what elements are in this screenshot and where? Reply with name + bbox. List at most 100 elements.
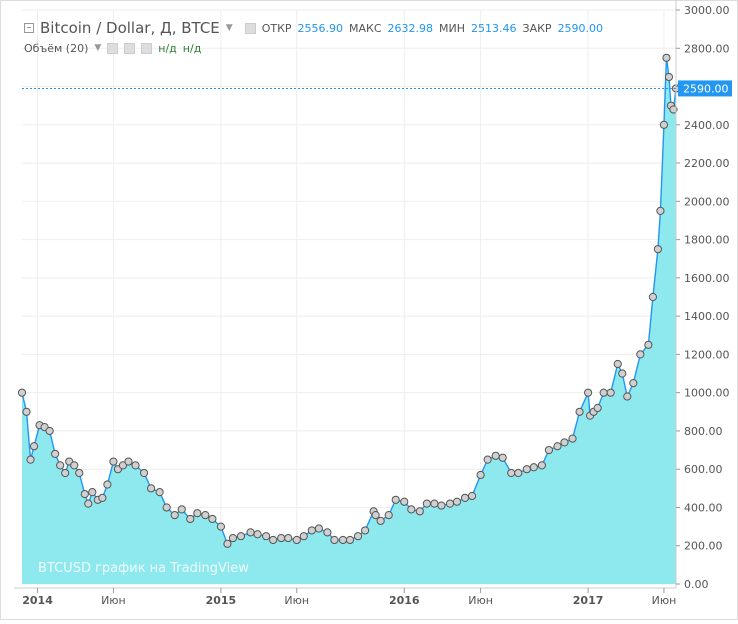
y-tick-label: 3000.00	[684, 4, 730, 17]
low-label: МИН	[439, 21, 466, 35]
x-tick-label: Июн	[468, 594, 493, 607]
last-price-line: 2590.00	[22, 80, 732, 97]
data-point	[208, 514, 217, 524]
low-value: 2513.46	[471, 21, 517, 35]
x-tick-label: 2015	[206, 594, 237, 607]
data-point	[613, 359, 622, 369]
y-tick-label: 1200.00	[684, 348, 730, 361]
close-value: 2590.00	[557, 21, 604, 35]
data-point	[45, 426, 54, 436]
close-icon[interactable]	[141, 42, 153, 54]
data-point	[246, 528, 255, 537]
x-tick-label: 2014	[22, 594, 53, 607]
data-point	[236, 532, 246, 541]
data-point	[452, 497, 462, 506]
data-point	[118, 461, 128, 470]
x-tick-label: Июн	[101, 594, 126, 607]
data-point	[669, 105, 678, 114]
data-point	[353, 532, 363, 541]
volume-chevron-icon[interactable]: ▼	[94, 43, 102, 53]
symbol-title[interactable]: Bitcoin / Dollar, Д, BTCE	[40, 19, 220, 37]
y-tick-label: 2200.00	[684, 157, 730, 170]
data-point	[155, 488, 164, 497]
data-point	[80, 489, 89, 499]
data-point	[391, 495, 400, 504]
data-point	[131, 461, 140, 470]
data-point	[606, 388, 615, 397]
y-tick-label: 1000.00	[684, 387, 730, 400]
data-point	[26, 455, 35, 464]
data-point	[338, 535, 348, 545]
y-tick-label: 0.00	[684, 578, 709, 591]
data-point	[644, 340, 653, 349]
data-point	[599, 388, 608, 397]
data-point	[277, 533, 286, 543]
data-point	[376, 516, 385, 525]
data-point	[629, 379, 638, 388]
data-point	[330, 535, 339, 545]
data-point	[498, 453, 507, 462]
data-point	[568, 434, 577, 443]
data-point	[284, 533, 293, 543]
data-point	[618, 369, 627, 378]
series-layer	[17, 53, 681, 585]
data-point	[84, 499, 93, 508]
data-point	[648, 292, 657, 302]
gear-icon[interactable]	[124, 42, 136, 54]
data-point	[476, 470, 485, 480]
y-tick-label: 2000.00	[684, 195, 730, 208]
data-point	[507, 468, 516, 478]
x-axis: 2014 Июн 2015 Июн 2016 Июн 2017 Июн	[14, 587, 677, 607]
open-value: 2556.90	[297, 21, 344, 35]
y-tick-label: 400.00	[684, 501, 723, 514]
volume-value-1: н/д	[158, 41, 177, 55]
y-tick-label: 2400.00	[684, 119, 730, 132]
data-point	[17, 388, 27, 397]
volume-label[interactable]: Объём (20)	[24, 41, 89, 55]
data-point	[514, 468, 523, 478]
data-point	[109, 457, 118, 466]
x-tick-label: 2016	[389, 594, 420, 607]
data-point	[360, 526, 370, 535]
data-point	[139, 468, 149, 478]
legend-main-row: Bitcoin / Dollar, Д, BTCE ▼ ОТКР 2556.90…	[24, 18, 603, 38]
data-point	[216, 522, 226, 531]
data-point	[659, 120, 669, 129]
close-label: ЗАКР	[522, 21, 552, 35]
data-point	[491, 451, 500, 460]
chevron-down-icon[interactable]: ▼	[225, 23, 233, 33]
data-point	[483, 455, 492, 464]
data-point	[162, 503, 171, 512]
data-point	[371, 511, 380, 520]
y-tick-label: 800.00	[684, 425, 723, 438]
data-point	[537, 461, 546, 470]
y-tick-label: 1800.00	[684, 234, 730, 247]
collapse-icon[interactable]	[24, 23, 34, 33]
volume-value-2: н/д	[182, 41, 202, 55]
data-point	[186, 514, 195, 524]
settings-icon[interactable]	[244, 22, 256, 34]
data-point	[656, 206, 665, 215]
data-point	[430, 499, 439, 508]
visibility-icon[interactable]	[107, 42, 119, 54]
x-tick-label: 2017	[573, 594, 604, 607]
x-tick-label: Июн	[284, 594, 309, 607]
data-point	[170, 511, 179, 520]
data-point	[307, 526, 316, 535]
data-point	[323, 528, 332, 537]
data-point	[593, 403, 602, 413]
data-point	[223, 539, 232, 548]
data-point	[22, 407, 31, 416]
open-label: ОТКР	[261, 21, 292, 35]
x-tick-label: Июн	[652, 594, 677, 607]
data-point	[529, 463, 538, 472]
data-point	[664, 72, 674, 82]
price-area	[22, 57, 676, 585]
data-point	[460, 493, 470, 502]
data-point	[345, 535, 355, 545]
y-tick-label: 1600.00	[684, 272, 730, 285]
data-point	[445, 499, 455, 508]
data-point	[228, 533, 238, 543]
data-point	[575, 407, 584, 416]
